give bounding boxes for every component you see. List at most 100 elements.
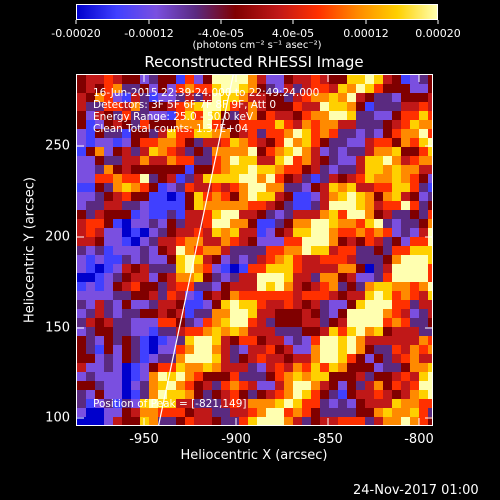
image-pixel [419,363,428,372]
image-pixel [311,291,320,300]
image-pixel [347,390,356,399]
image-pixel [275,201,284,210]
image-pixel [221,408,230,417]
image-pixel [302,237,311,246]
image-pixel [356,399,365,408]
image-pixel [122,147,131,156]
image-pixel [302,255,311,264]
image-pixel [221,84,230,93]
image-pixel [383,201,392,210]
image-pixel [140,192,149,201]
image-pixel [329,381,338,390]
image-pixel [311,201,320,210]
image-pixel [122,93,131,102]
image-pixel [104,282,113,291]
image-pixel [122,237,131,246]
image-pixel [131,309,140,318]
image-pixel [356,372,365,381]
image-pixel [239,309,248,318]
image-pixel [122,120,131,129]
image-pixel [356,327,365,336]
image-pixel [194,399,203,408]
image-pixel [410,210,419,219]
image-pixel [302,147,311,156]
image-pixel [158,264,167,273]
image-pixel [212,345,221,354]
image-pixel [257,246,266,255]
image-pixel [410,408,419,417]
image-pixel [239,120,248,129]
image-pixel [419,156,428,165]
image-pixel [383,174,392,183]
image-pixel [203,399,212,408]
image-pixel [275,147,284,156]
image-plot-area [76,74,433,426]
image-pixel [419,129,428,138]
image-pixel [428,408,432,417]
image-pixel [194,192,203,201]
image-pixel [284,102,293,111]
image-pixel [284,300,293,309]
image-pixel [293,291,302,300]
image-pixel [185,291,194,300]
image-pixel [113,372,122,381]
image-pixel [185,318,194,327]
image-pixel [320,129,329,138]
image-pixel [176,129,185,138]
image-pixel [221,192,230,201]
image-pixel [122,192,131,201]
image-pixel [95,102,104,111]
image-pixel [95,111,104,120]
image-pixel [329,84,338,93]
image-pixel [176,390,185,399]
image-pixel [401,120,410,129]
image-pixel [194,93,203,102]
image-pixel [95,336,104,345]
image-pixel [320,165,329,174]
image-pixel [86,93,95,102]
clean-counts-label: Clean Total counts: 1.37E+04 [93,123,249,135]
image-pixel [347,174,356,183]
image-pixel [194,75,203,84]
image-pixel [410,399,419,408]
image-pixel [104,102,113,111]
image-pixel [401,327,410,336]
image-pixel [275,372,284,381]
image-pixel [419,291,428,300]
image-pixel [401,228,410,237]
image-pixel [113,309,122,318]
image-pixel [410,390,419,399]
image-pixel [374,84,383,93]
image-pixel [392,75,401,84]
image-pixel [140,237,149,246]
image-pixel [320,327,329,336]
image-pixel [266,300,275,309]
image-pixel [140,93,149,102]
image-pixel [401,336,410,345]
image-pixel [230,228,239,237]
image-pixel [131,399,140,408]
image-pixel [212,156,221,165]
image-pixel [77,102,86,111]
image-pixel [329,120,338,129]
image-pixel [212,237,221,246]
image-pixel [77,219,86,228]
image-pixel [77,291,86,300]
image-pixel [410,372,419,381]
image-pixel [239,75,248,84]
image-pixel [419,354,428,363]
image-pixel [95,174,104,183]
image-pixel [347,84,356,93]
image-pixel [428,174,432,183]
image-pixel [212,174,221,183]
image-pixel [221,318,230,327]
image-pixel [194,255,203,264]
image-pixel [428,192,432,201]
image-pixel [329,201,338,210]
image-pixel [167,210,176,219]
image-pixel [149,273,158,282]
image-pixel [185,264,194,273]
image-pixel [383,264,392,273]
image-pixel [275,237,284,246]
image-pixel [293,138,302,147]
